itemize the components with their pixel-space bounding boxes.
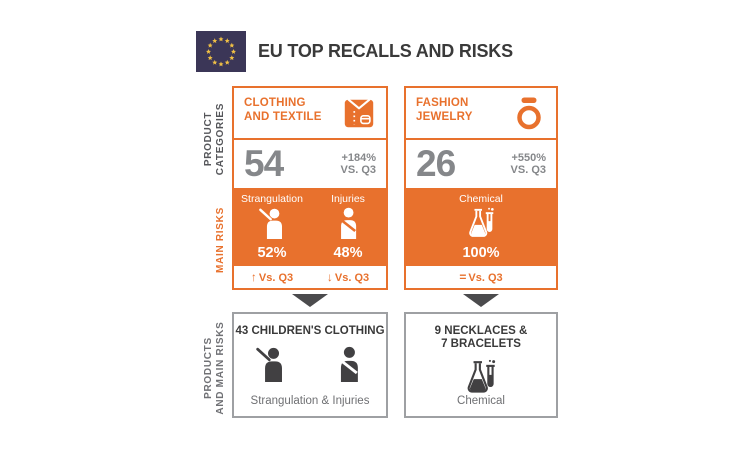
trend-label: Vs. Q3 xyxy=(334,272,370,284)
product-categories-label: PRODUCT CATEGORIES xyxy=(203,87,227,191)
category-title-line: CLOTHING xyxy=(244,97,306,109)
column-fashion-jewelry: FASHION JEWELRY 26 +550% VS. Q3 Chemical xyxy=(404,86,558,418)
recall-stats: 26 +550% VS. Q3 xyxy=(406,140,556,188)
change-percent: +184% xyxy=(341,151,376,164)
label-line: AND MAIN RISKS xyxy=(215,321,226,415)
main-risks-panel: Strangulation 52% Injuries 48% xyxy=(234,188,386,266)
chemical-icon xyxy=(469,207,494,237)
products-caption: Strangulation & Injuries xyxy=(250,395,370,407)
category-header: CLOTHING AND TEXTILE xyxy=(234,88,386,138)
category-header: FASHION JEWELRY xyxy=(406,88,556,138)
risk-percent: 52% xyxy=(257,245,287,261)
risk-item: Chemical 100% xyxy=(406,188,556,266)
trend-indicator: = Vs. Q3 xyxy=(406,270,556,284)
divider xyxy=(234,138,386,140)
risk-label: Chemical xyxy=(459,193,503,205)
category-card: CLOTHING AND TEXTILE 54 +184% VS. Q3 xyxy=(232,86,388,290)
risk-item: Strangulation 52% xyxy=(234,188,310,266)
up-arrow-icon: ↑ xyxy=(250,270,257,284)
eu-flag-icon xyxy=(196,31,246,72)
products-caption: Chemical xyxy=(457,395,505,407)
injury-icon xyxy=(340,346,358,382)
main-risks-panel: Chemical 100% xyxy=(406,188,556,266)
chemical-icon xyxy=(467,359,496,393)
risk-percent: 48% xyxy=(333,245,363,261)
risk-label: Strangulation xyxy=(241,193,303,205)
products-risk-icons xyxy=(234,344,386,382)
recall-change: +550% VS. Q3 xyxy=(511,152,556,177)
products-card: 43 CHILDREN'S CLOTHING Strangulation & I… xyxy=(232,312,388,418)
category-card: FASHION JEWELRY 26 +550% VS. Q3 Chemical xyxy=(404,86,558,290)
trend-strip: = Vs. Q3 xyxy=(406,266,556,288)
risk-item: Injuries 48% xyxy=(310,188,386,266)
down-triangle-icon xyxy=(463,294,499,307)
trend-indicator: ↑ Vs. Q3 xyxy=(234,270,310,284)
products-title: 9 NECKLACES & 7 BRACELETS xyxy=(406,325,556,351)
change-reference: VS. Q3 xyxy=(510,164,546,176)
column-clothing-textile: CLOTHING AND TEXTILE 54 +184% VS. Q3 xyxy=(232,86,388,418)
equals-icon: = xyxy=(459,270,467,284)
products-and-main-risks-label: PRODUCTS AND MAIN RISKS xyxy=(203,308,227,428)
trend-label: Vs. Q3 xyxy=(468,272,503,284)
divider xyxy=(406,138,556,140)
products-title: 43 CHILDREN'S CLOTHING xyxy=(234,325,386,338)
trend-strip: ↑ Vs. Q3 ↓ Vs. Q3 xyxy=(234,266,386,288)
recall-count: 26 xyxy=(416,143,456,184)
page-title: EU TOP RECALLS AND RISKS xyxy=(258,41,513,61)
label-line: PRODUCT xyxy=(203,111,214,167)
down-triangle-icon xyxy=(292,294,328,307)
shirt-icon xyxy=(344,98,374,128)
strangulation-icon xyxy=(256,347,283,382)
label-line: PRODUCTS xyxy=(203,337,214,399)
label-line: CATEGORIES xyxy=(215,102,226,176)
category-title-line: JEWELRY xyxy=(416,110,473,123)
recall-change: +184% VS. Q3 xyxy=(341,152,386,177)
recall-count: 54 xyxy=(244,143,284,184)
products-risk-icons xyxy=(406,357,556,393)
risk-label: Injuries xyxy=(331,193,365,205)
main-risks-label: MAIN RISKS xyxy=(215,207,226,273)
change-percent: +550% xyxy=(511,151,546,164)
category-title: FASHION JEWELRY xyxy=(406,88,556,124)
trend-indicator: ↓ Vs. Q3 xyxy=(310,270,386,284)
recall-stats: 54 +184% VS. Q3 xyxy=(234,140,386,188)
products-title-line: 43 CHILDREN'S CLOTHING xyxy=(235,325,385,337)
category-title-line: FASHION xyxy=(416,97,469,109)
injury-icon xyxy=(340,207,356,239)
down-arrow-icon: ↓ xyxy=(326,270,333,284)
trend-label: Vs. Q3 xyxy=(258,272,294,284)
ring-icon xyxy=(517,97,541,130)
strangulation-icon xyxy=(259,208,282,239)
category-title: CLOTHING AND TEXTILE xyxy=(234,88,386,124)
risk-percent: 100% xyxy=(462,245,500,261)
change-reference: VS. Q3 xyxy=(340,164,376,176)
products-title-line: 7 BRACELETS xyxy=(441,338,521,350)
products-card: 9 NECKLACES & 7 BRACELETS Chemical xyxy=(404,312,558,418)
products-title-line: 9 NECKLACES & xyxy=(434,325,528,337)
category-title-line: AND TEXTILE xyxy=(244,110,322,123)
